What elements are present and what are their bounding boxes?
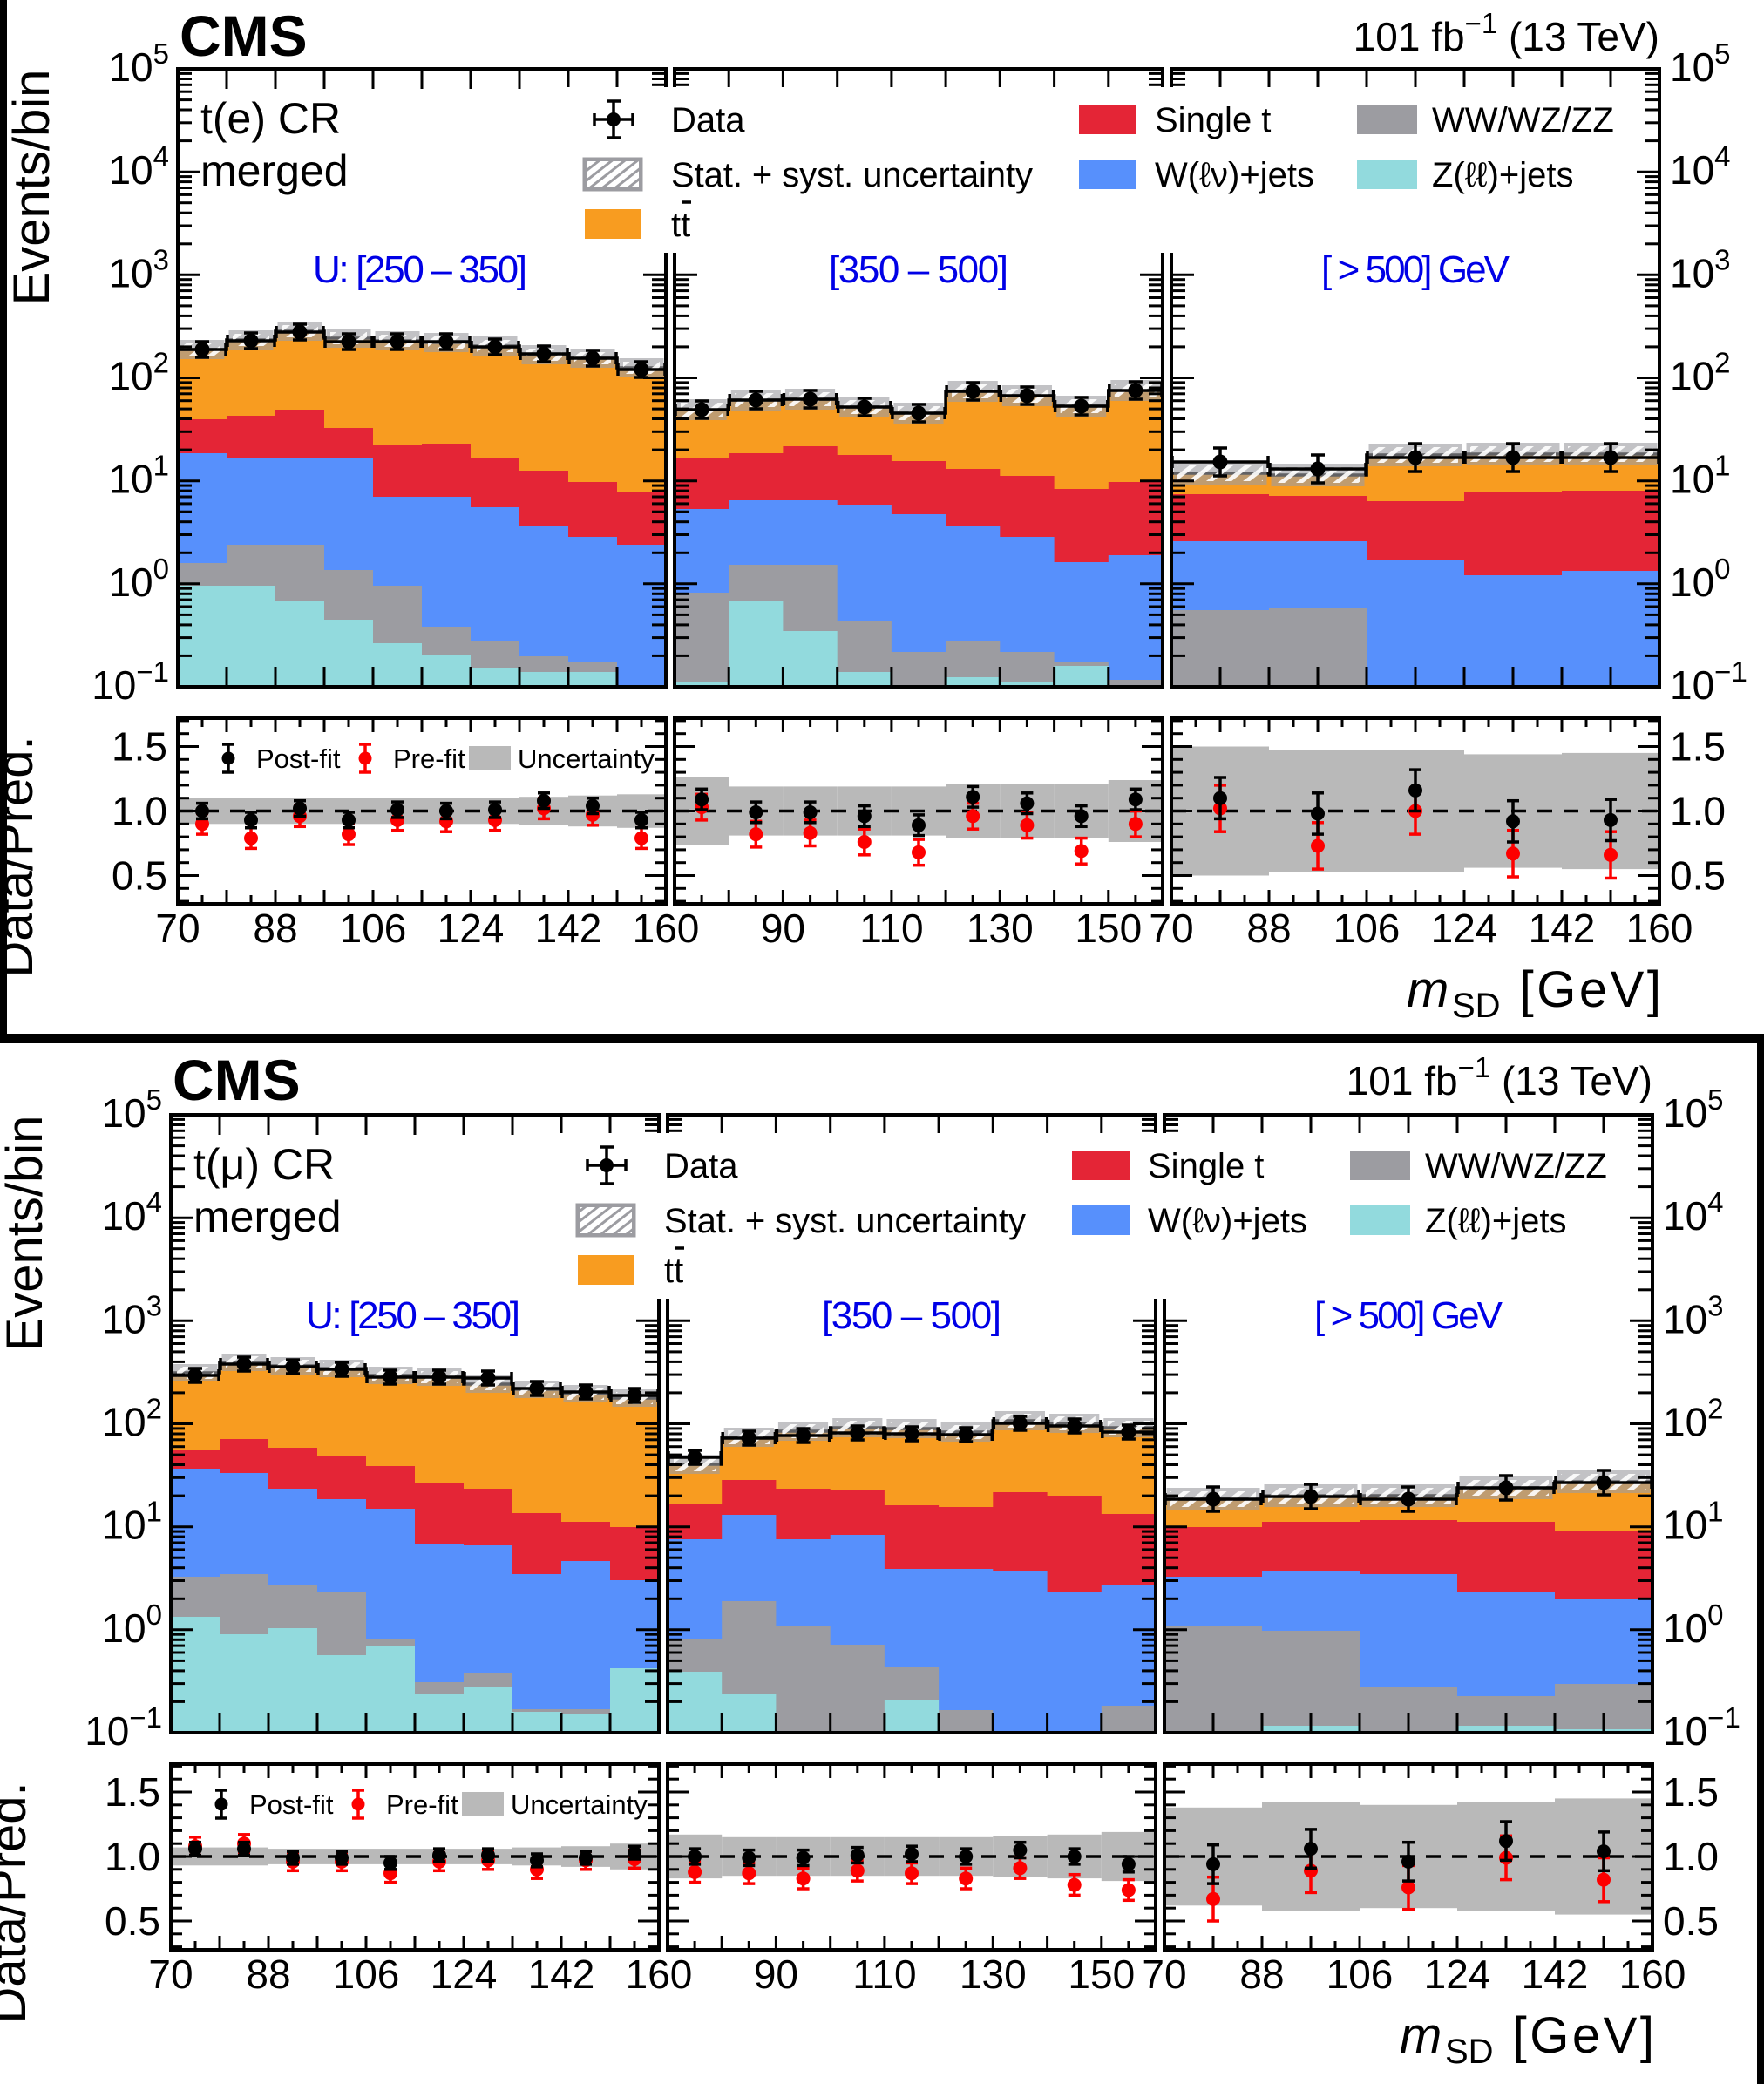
svg-text:160: 160 [633,906,700,951]
svg-text:Single t: Single t [1155,101,1271,139]
svg-text:160: 160 [626,1952,693,1997]
svg-text:Uncertainty: Uncertainty [511,1789,648,1820]
svg-text:88: 88 [246,1952,290,1997]
svg-text:124: 124 [431,1952,498,1997]
svg-text:124: 124 [438,906,505,951]
svg-text:CMS: CMS [180,3,308,68]
svg-text:Stat. + syst. uncertainty: Stat. + syst. uncertainty [671,156,1033,194]
svg-text:70: 70 [1142,1952,1186,1997]
svg-text:Z(ℓℓ)+jets: Z(ℓℓ)+jets [1432,156,1574,194]
svg-text:Post-fit: Post-fit [249,1789,334,1820]
svg-text:106: 106 [1333,906,1401,951]
svg-text:m: m [1400,2007,1442,2064]
svg-text:1.0: 1.0 [1663,1834,1719,1879]
svg-text:106: 106 [1326,1952,1394,1997]
svg-text:Data/Pred.: Data/Pred. [0,736,44,977]
svg-text:Pre-fit: Pre-fit [393,743,465,774]
svg-text:W(ℓν)+jets: W(ℓν)+jets [1155,156,1314,194]
svg-text:1.5: 1.5 [1663,1769,1719,1815]
svg-text:110: 110 [859,906,923,951]
svg-text:142: 142 [1529,906,1596,951]
svg-text:124: 124 [1424,1952,1491,1997]
svg-text:[GeV]: [GeV] [1496,2007,1654,2064]
svg-text:88: 88 [253,906,297,951]
svg-text:90: 90 [754,1952,798,1997]
svg-text:Stat. + syst. uncertainty: Stat. + syst. uncertainty [664,1202,1026,1240]
svg-text:[GeV]: [GeV] [1503,961,1661,1018]
svg-text:88: 88 [1246,906,1291,951]
svg-text:Data: Data [664,1147,738,1185]
svg-text:106: 106 [340,906,407,951]
svg-text:Uncertainty: Uncertainty [518,743,655,774]
svg-text:WW/WZ/ZZ: WW/WZ/ZZ [1425,1147,1607,1185]
svg-text:U: [250 – 350]: U: [250 – 350] [306,1294,520,1337]
svg-text:0.5: 0.5 [1663,1898,1719,1944]
svg-text:t(μ) CR: t(μ) CR [193,1140,335,1189]
svg-text:[350 – 500]: [350 – 500] [829,248,1008,291]
svg-text:0.5: 0.5 [112,853,167,899]
svg-text:t(e) CR: t(e) CR [200,94,341,143]
svg-text:Z(ℓℓ)+jets: Z(ℓℓ)+jets [1425,1202,1567,1240]
svg-text:merged: merged [193,1192,342,1241]
svg-text:Events/bin: Events/bin [3,70,60,306]
svg-text:1.0: 1.0 [1670,789,1726,834]
svg-text:0.5: 0.5 [105,1898,160,1944]
svg-text:Events/bin: Events/bin [0,1116,53,1352]
svg-text:[ > 500] GeV: [ > 500] GeV [1314,1294,1503,1337]
svg-text:102: 102 [101,1393,162,1445]
svg-text:Single t: Single t [1148,1147,1264,1185]
svg-text:WW/WZ/ZZ: WW/WZ/ZZ [1432,101,1614,139]
svg-text:Data: Data [671,101,745,139]
svg-text:142: 142 [535,906,602,951]
svg-text:1.5: 1.5 [112,724,167,770]
svg-text:70: 70 [1149,906,1193,951]
svg-text:70: 70 [155,906,200,951]
svg-text:merged: merged [200,146,349,195]
svg-text:tt: tt [671,206,690,244]
svg-text:124: 124 [1431,906,1498,951]
svg-text:70: 70 [148,1952,193,1997]
svg-text:U: [250 – 350]: U: [250 – 350] [313,248,527,291]
svg-text:142: 142 [1522,1952,1589,1997]
svg-text:0.5: 0.5 [1670,853,1726,899]
svg-text:150: 150 [1075,906,1142,951]
svg-text:100: 100 [108,553,169,605]
svg-text:160: 160 [1619,1952,1686,1997]
svg-text:m: m [1407,961,1449,1018]
svg-text:150: 150 [1068,1952,1135,1997]
svg-text:W(ℓν)+jets: W(ℓν)+jets [1148,1202,1307,1240]
svg-text:130: 130 [960,1952,1027,1997]
svg-text:106: 106 [333,1952,400,1997]
svg-text:160: 160 [1626,906,1693,951]
svg-text:110: 110 [852,1952,916,1997]
svg-text:[ > 500] GeV: [ > 500] GeV [1321,248,1510,291]
svg-text:CMS: CMS [173,1048,301,1112]
svg-text:Post-fit: Post-fit [256,743,341,774]
svg-text:SD: SD [1452,987,1501,1025]
svg-text:[350 – 500]: [350 – 500] [822,1294,1001,1337]
svg-text:1.0: 1.0 [105,1834,160,1879]
svg-text:101 fb−1 (13 TeV): 101 fb−1 (13 TeV) [1354,7,1659,59]
svg-text:Data/Pred.: Data/Pred. [0,1782,37,2023]
svg-text:130: 130 [967,906,1034,951]
svg-text:Pre-fit: Pre-fit [386,1789,458,1820]
svg-text:SD: SD [1445,2033,1494,2071]
svg-text:1.5: 1.5 [105,1769,160,1815]
svg-text:90: 90 [761,906,805,951]
svg-text:101 fb−1 (13 TeV): 101 fb−1 (13 TeV) [1347,1051,1652,1103]
svg-text:1.0: 1.0 [112,789,167,834]
svg-text:1.5: 1.5 [1670,724,1726,770]
svg-text:88: 88 [1239,1952,1284,1997]
svg-text:102: 102 [1663,1393,1724,1445]
svg-text:142: 142 [528,1952,595,1997]
svg-text:tt: tt [664,1252,683,1290]
